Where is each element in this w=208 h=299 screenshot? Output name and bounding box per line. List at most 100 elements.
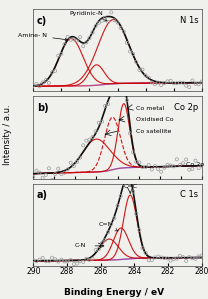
Point: [191, 78, 194, 83]
Point: [131, 189, 135, 194]
Text: b): b): [37, 103, 48, 113]
Point: [85, 138, 88, 143]
Text: C 1s: C 1s: [180, 190, 198, 199]
Text: C-N: C-N: [75, 243, 86, 248]
Point: [91, 256, 94, 261]
Point: [163, 81, 166, 86]
Point: [97, 246, 100, 251]
Point: [194, 158, 197, 163]
Text: c): c): [37, 16, 47, 25]
Point: [172, 81, 175, 86]
Point: [44, 173, 47, 177]
Point: [147, 163, 150, 167]
Point: [178, 253, 182, 258]
Point: [122, 181, 125, 186]
Point: [50, 255, 54, 260]
Text: C=N: C=N: [99, 222, 118, 231]
Point: [200, 79, 203, 84]
Point: [75, 159, 79, 164]
Point: [94, 24, 97, 28]
Point: [103, 16, 107, 20]
Point: [191, 256, 194, 261]
Point: [119, 74, 122, 79]
Point: [75, 38, 79, 43]
Point: [38, 84, 41, 89]
Point: [160, 169, 163, 174]
Text: Amine- N: Amine- N: [18, 33, 68, 41]
Point: [66, 34, 69, 39]
Text: Co 2p: Co 2p: [174, 103, 198, 112]
Point: [150, 167, 154, 172]
Point: [100, 119, 104, 124]
Point: [47, 259, 51, 263]
Text: Intensity / a.u.: Intensity / a.u.: [3, 104, 12, 165]
Point: [178, 163, 182, 167]
Point: [135, 211, 138, 216]
Point: [85, 40, 88, 45]
Point: [50, 178, 54, 182]
Text: Binding Energy / eV: Binding Energy / eV: [64, 288, 165, 297]
Point: [147, 75, 150, 80]
Point: [113, 83, 116, 88]
Point: [85, 256, 88, 261]
Point: [78, 35, 82, 39]
Point: [35, 82, 38, 86]
Point: [106, 230, 110, 235]
Point: [78, 259, 82, 264]
Point: [194, 257, 197, 261]
Point: [72, 262, 76, 266]
Point: [57, 53, 60, 58]
Point: [78, 155, 82, 160]
Point: [113, 18, 116, 22]
Point: [153, 164, 157, 168]
Point: [75, 261, 79, 266]
Point: [188, 255, 191, 260]
Point: [156, 254, 160, 259]
Point: [153, 255, 157, 260]
Point: [200, 253, 203, 258]
Point: [116, 83, 119, 88]
Point: [44, 259, 47, 264]
Point: [172, 257, 175, 262]
Point: [197, 254, 200, 259]
Point: [88, 257, 91, 262]
Point: [60, 51, 63, 56]
Point: [47, 166, 51, 171]
Text: Co satellite: Co satellite: [136, 129, 172, 134]
Point: [160, 83, 163, 88]
Point: [169, 258, 172, 263]
Point: [188, 85, 191, 89]
Point: [197, 82, 200, 87]
Point: [63, 259, 66, 264]
Point: [156, 167, 160, 172]
Point: [116, 20, 119, 25]
Point: [166, 256, 169, 261]
Point: [82, 260, 85, 264]
Point: [69, 258, 72, 263]
Point: [32, 257, 35, 262]
Point: [94, 248, 97, 252]
Point: [122, 81, 125, 86]
Point: [53, 68, 57, 73]
Point: [60, 172, 63, 177]
Point: [32, 174, 35, 179]
Point: [66, 259, 69, 264]
Point: [110, 222, 113, 226]
Point: [122, 29, 125, 34]
Point: [38, 170, 41, 175]
Text: Co metal: Co metal: [136, 106, 165, 111]
Point: [150, 80, 154, 85]
Point: [135, 159, 138, 164]
Point: [41, 256, 44, 260]
Point: [135, 60, 138, 64]
Point: [97, 20, 100, 25]
Point: [53, 257, 57, 262]
Point: [97, 120, 100, 125]
Point: [106, 20, 110, 25]
Point: [175, 157, 178, 162]
Point: [184, 83, 188, 88]
Point: [153, 82, 157, 86]
Point: [110, 10, 113, 15]
Point: [100, 18, 104, 23]
Point: [156, 80, 160, 85]
